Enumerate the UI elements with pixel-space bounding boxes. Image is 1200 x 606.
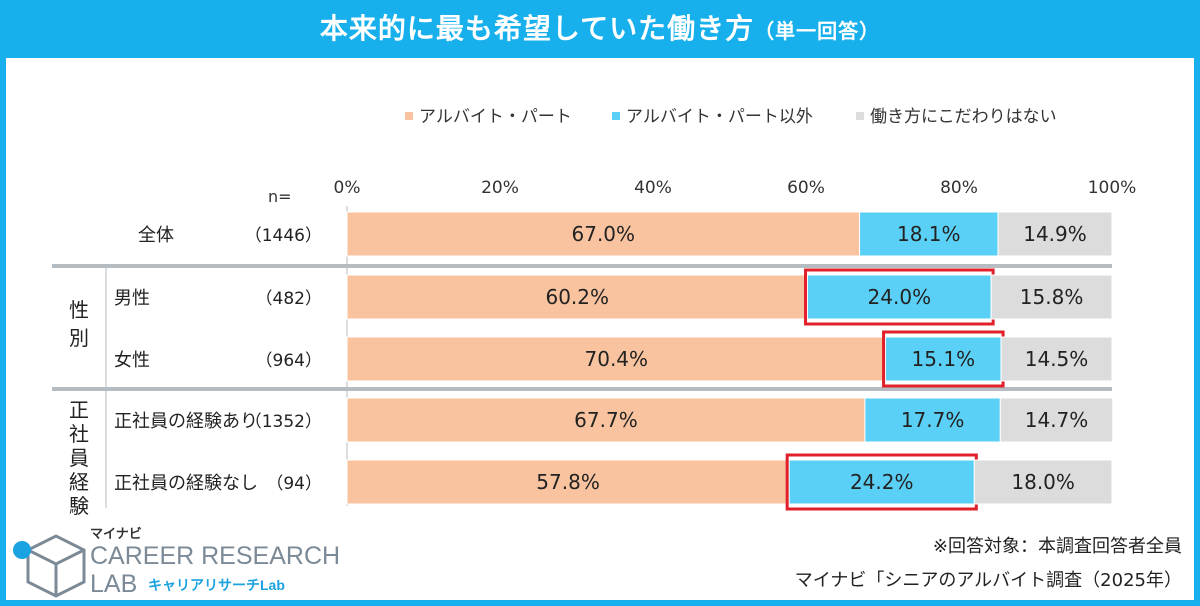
group-label-char: 性: [69, 298, 89, 322]
row-label: 男性: [114, 288, 150, 309]
note-source: マイナビ「シニアのアルバイト調査（2025年）: [794, 570, 1182, 591]
logo-katakana: キャリアリサーチLab: [148, 577, 285, 593]
x-tick-label: 0%: [334, 178, 361, 198]
bar-data-label: 57.8%: [536, 470, 600, 494]
group-label-char: 正: [69, 398, 89, 422]
group-label-char: 員: [69, 446, 89, 470]
bar-segment: [997, 211, 1113, 257]
bar-segment: [807, 274, 992, 320]
chart-subtitle: （単一回答）: [754, 19, 881, 43]
legend-swatch: [856, 112, 864, 120]
bar-data-label: 14.7%: [1025, 408, 1089, 432]
bar-segment: [346, 397, 866, 443]
bar-segment: [973, 459, 1113, 505]
legend-label: アルバイト・パート以外: [626, 107, 813, 127]
row-n: （94）: [266, 474, 322, 494]
row-label: 全体: [138, 225, 174, 246]
legend-label: アルバイト・パート: [419, 107, 572, 127]
bar-data-label: 70.4%: [585, 347, 649, 371]
bar-data-label: 67.7%: [574, 408, 638, 432]
row-label: 女性: [114, 350, 150, 371]
bar-segment: [1000, 336, 1113, 382]
logo-brand: マイナビ: [90, 526, 142, 541]
bar-data-label: 24.2%: [850, 470, 914, 494]
legend-swatch: [405, 112, 413, 120]
x-tick-label: 60%: [787, 178, 825, 198]
note-target: ※回答対象：本調査回答者全員: [932, 536, 1182, 557]
bar-segment: [788, 459, 975, 505]
bar-data-label: 60.2%: [545, 285, 609, 309]
logo-line1: CAREER RESEARCH: [90, 542, 340, 570]
bar-data-label: 14.9%: [1023, 222, 1087, 246]
x-tick-label: 100%: [1088, 178, 1137, 198]
bar-data-label: 67.0%: [572, 222, 636, 246]
bar-segment: [864, 397, 1001, 443]
title-bar: 本来的に最も希望していた働き方（単一回答）: [0, 0, 1200, 58]
group-label-char: 別: [69, 326, 89, 350]
bar-segment: [990, 274, 1113, 320]
bar-data-label: 17.7%: [901, 408, 965, 432]
cube-icon: [13, 534, 86, 598]
bar-data-label: 24.0%: [868, 285, 932, 309]
x-tick-label: 20%: [481, 178, 519, 198]
bar-data-label: 15.8%: [1020, 285, 1084, 309]
n-header: n=: [268, 187, 292, 206]
row-label: 正社員の経験あり: [114, 411, 258, 432]
legend-label: 働き方にこだわりはない: [870, 107, 1057, 127]
bar-segment: [346, 459, 790, 505]
bar-data-label: 15.1%: [912, 347, 976, 371]
group-label-char: 験: [69, 494, 89, 518]
chart-title: 本来的に最も希望していた働き方: [319, 12, 755, 45]
bar-segment: [999, 397, 1114, 443]
row-label: 正社員の経験なし: [114, 473, 258, 494]
row-n: （482）: [256, 289, 322, 309]
bar-data-label: 18.0%: [1011, 470, 1075, 494]
legend-swatch: [612, 112, 620, 120]
x-tick-label: 40%: [634, 178, 672, 198]
group-label-char: 経: [69, 470, 89, 494]
career-research-lab-logo: マイナビ CAREER RESEARCH LAB キャリアリサーチLab: [13, 526, 340, 598]
bar-segment: [885, 336, 1002, 382]
x-tick-label: 80%: [940, 178, 978, 198]
bar-data-label: 14.5%: [1025, 347, 1089, 371]
row-n: （1446）: [245, 226, 322, 246]
logo-line2: LAB: [90, 570, 137, 598]
row-n: （964）: [256, 351, 322, 371]
group-label-char: 社: [69, 422, 89, 446]
row-n: （1352）: [245, 412, 322, 432]
bar-data-label: 18.1%: [897, 222, 961, 246]
